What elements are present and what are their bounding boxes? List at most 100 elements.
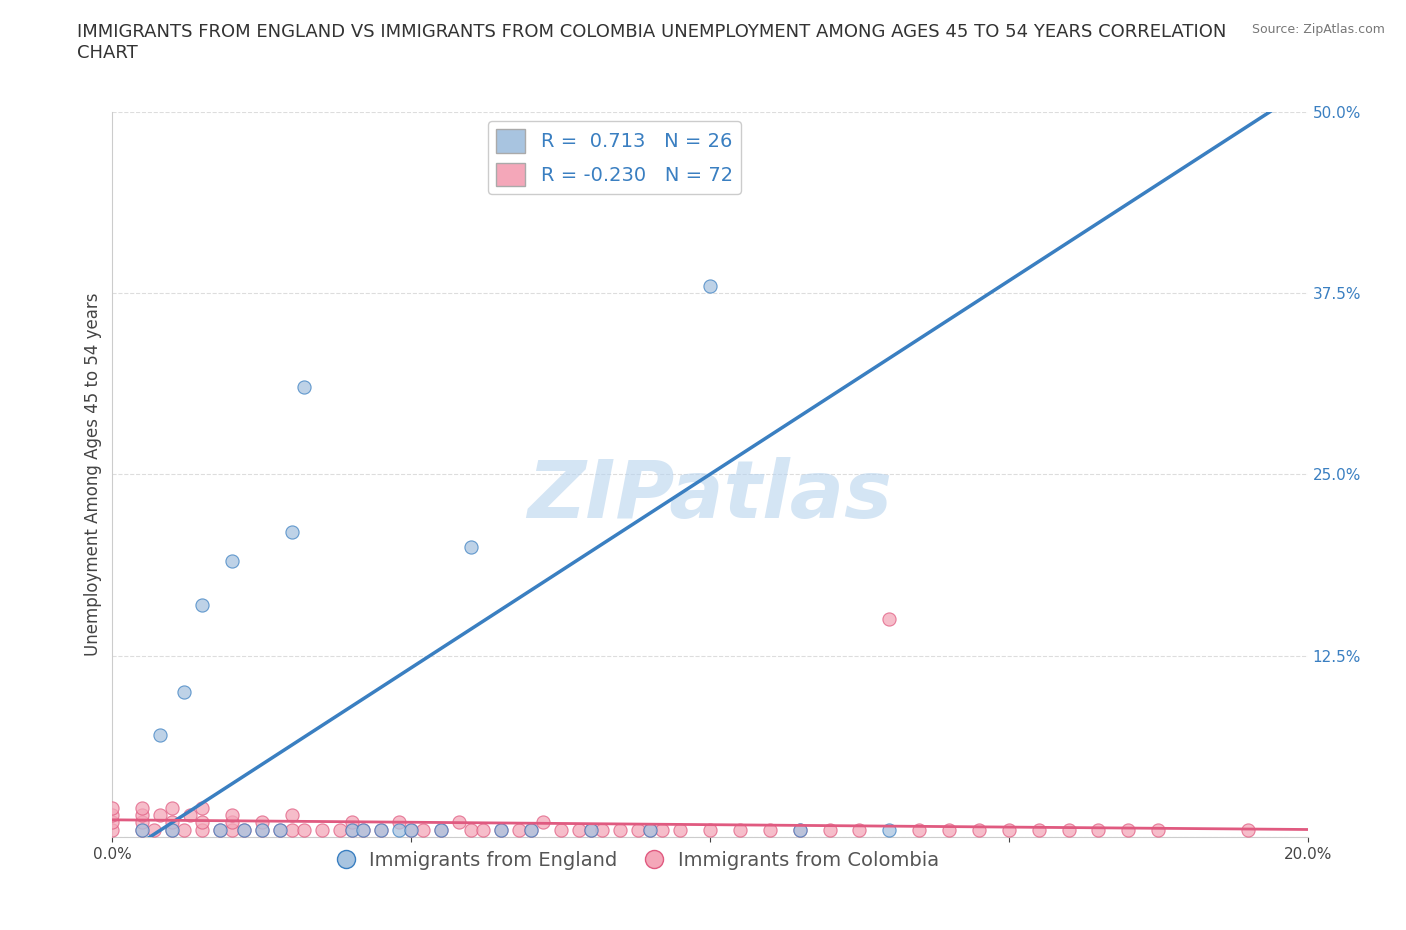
Point xyxy=(388,815,411,830)
Point xyxy=(143,822,166,837)
Point xyxy=(789,822,811,837)
Point xyxy=(329,822,352,837)
Point xyxy=(353,822,375,837)
Point xyxy=(162,815,183,830)
Point xyxy=(579,822,602,837)
Point xyxy=(233,822,256,837)
Text: Source: ZipAtlas.com: Source: ZipAtlas.com xyxy=(1251,23,1385,36)
Point xyxy=(430,822,453,837)
Point xyxy=(460,539,482,554)
Point xyxy=(879,822,901,837)
Point xyxy=(292,379,315,394)
Point xyxy=(101,808,124,823)
Point xyxy=(699,822,721,837)
Y-axis label: Unemployment Among Ages 45 to 54 years: Unemployment Among Ages 45 to 54 years xyxy=(84,293,103,656)
Point xyxy=(967,822,990,837)
Point xyxy=(412,822,434,837)
Point xyxy=(388,822,411,837)
Legend: Immigrants from England, Immigrants from Colombia: Immigrants from England, Immigrants from… xyxy=(330,844,946,878)
Point xyxy=(550,822,572,837)
Point xyxy=(250,822,273,837)
Point xyxy=(568,822,591,837)
Point xyxy=(131,808,153,823)
Point xyxy=(101,801,124,816)
Point xyxy=(531,815,554,830)
Point xyxy=(401,822,423,837)
Point xyxy=(191,822,214,837)
Point xyxy=(162,822,183,837)
Point xyxy=(173,822,195,837)
Point xyxy=(370,822,392,837)
Point xyxy=(818,822,841,837)
Point xyxy=(250,822,273,837)
Point xyxy=(209,822,232,837)
Point xyxy=(1028,822,1050,837)
Point xyxy=(221,808,243,823)
Point xyxy=(131,822,153,837)
Point xyxy=(131,822,153,837)
Point xyxy=(353,822,375,837)
Point xyxy=(269,822,291,837)
Point xyxy=(651,822,673,837)
Text: IMMIGRANTS FROM ENGLAND VS IMMIGRANTS FROM COLOMBIA UNEMPLOYMENT AMONG AGES 45 T: IMMIGRANTS FROM ENGLAND VS IMMIGRANTS FR… xyxy=(77,23,1226,62)
Point xyxy=(179,808,201,823)
Point xyxy=(472,822,495,837)
Point xyxy=(728,822,751,837)
Point xyxy=(401,822,423,837)
Point xyxy=(269,822,291,837)
Point xyxy=(250,815,273,830)
Point xyxy=(627,822,650,837)
Point xyxy=(579,822,602,837)
Point xyxy=(149,808,172,823)
Point xyxy=(221,822,243,837)
Point xyxy=(489,822,512,837)
Point xyxy=(101,822,124,837)
Point xyxy=(669,822,692,837)
Point xyxy=(162,801,183,816)
Point xyxy=(908,822,931,837)
Point xyxy=(191,597,214,612)
Point xyxy=(430,822,453,837)
Point xyxy=(998,822,1021,837)
Point xyxy=(1057,822,1080,837)
Point xyxy=(209,822,232,837)
Point xyxy=(292,822,315,837)
Point xyxy=(311,822,333,837)
Point xyxy=(1118,822,1140,837)
Point xyxy=(699,278,721,293)
Point xyxy=(640,822,662,837)
Point xyxy=(1087,822,1109,837)
Point xyxy=(449,815,471,830)
Point xyxy=(281,822,304,837)
Point xyxy=(759,822,782,837)
Point xyxy=(233,822,256,837)
Point xyxy=(162,822,183,837)
Point xyxy=(789,822,811,837)
Point xyxy=(340,822,363,837)
Point xyxy=(520,822,543,837)
Point xyxy=(609,822,631,837)
Point xyxy=(592,822,614,837)
Point xyxy=(131,801,153,816)
Point xyxy=(640,822,662,837)
Point xyxy=(101,815,124,830)
Point xyxy=(370,822,392,837)
Point xyxy=(340,822,363,837)
Point xyxy=(508,822,530,837)
Point xyxy=(340,815,363,830)
Point xyxy=(281,525,304,539)
Point xyxy=(191,815,214,830)
Point xyxy=(221,815,243,830)
Text: ZIPatlas: ZIPatlas xyxy=(527,457,893,535)
Point xyxy=(938,822,960,837)
Point xyxy=(848,822,870,837)
Point xyxy=(173,684,195,699)
Point xyxy=(191,801,214,816)
Point xyxy=(131,815,153,830)
Point xyxy=(281,808,304,823)
Point xyxy=(1147,822,1170,837)
Point xyxy=(520,822,543,837)
Point xyxy=(1237,822,1260,837)
Point xyxy=(879,612,901,627)
Point xyxy=(489,822,512,837)
